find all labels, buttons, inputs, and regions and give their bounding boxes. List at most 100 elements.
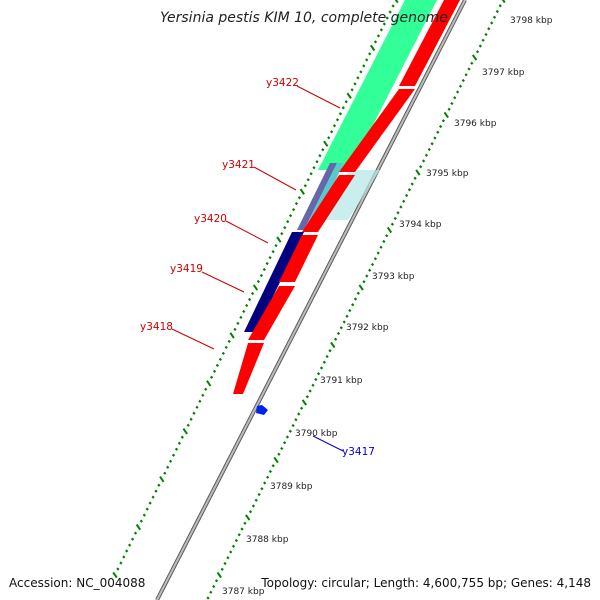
scale-tick [495, 9, 499, 14]
scale-tick [461, 78, 465, 83]
scale-tick [182, 428, 188, 435]
scale-tick [234, 538, 239, 543]
scale-tick [338, 112, 343, 116]
scale-tick [438, 124, 443, 129]
scale-tick [233, 327, 237, 332]
scale-tick [341, 106, 345, 110]
scale-tick [301, 399, 308, 406]
scale-tick [133, 531, 138, 535]
scale-tick [369, 44, 376, 52]
scale-label: 3792 kbp [346, 323, 389, 333]
scale-tick [180, 435, 184, 439]
scale-tick [492, 15, 497, 19]
scale-tick [297, 412, 301, 416]
scale-tick [385, 16, 389, 20]
scale-tick [268, 469, 273, 474]
scale-tick [226, 556, 230, 560]
scale-tick [318, 154, 322, 158]
scale-tick [362, 64, 366, 68]
scale-tick [335, 118, 340, 122]
scale-tick [379, 28, 384, 32]
scale-tick [336, 331, 341, 336]
scale-tick [262, 267, 266, 272]
scale-tick [316, 372, 321, 376]
scale-tick [356, 291, 360, 295]
scale-tick [321, 148, 325, 152]
scale-tick [127, 543, 132, 547]
scale-tick [192, 411, 196, 415]
scale-tick [358, 284, 364, 291]
scale-tick [148, 501, 152, 505]
scale-tick [368, 268, 372, 272]
scale-tick [212, 369, 217, 374]
scale-tick [214, 579, 219, 583]
scale-tick [467, 67, 471, 71]
scale-tick [291, 423, 295, 428]
scale-tick [501, 0, 506, 4]
scale-tick [325, 354, 329, 359]
reverse-gene-marker[interactable] [256, 405, 268, 415]
scale-tick [242, 309, 246, 314]
scale-tick [382, 239, 386, 244]
scale-tick [379, 245, 383, 249]
scale-tick [277, 452, 281, 456]
forward-gene-segments[interactable] [233, 0, 460, 394]
scale-labels: 3798 kbp 3797 kbp 3796 kbp 3795 kbp 3794… [222, 16, 553, 597]
scale-tick [345, 314, 349, 318]
scale-tick [240, 527, 244, 531]
scale-label: 3795 kbp [426, 169, 469, 179]
scale-tick [112, 571, 118, 579]
scale-tick [256, 279, 261, 284]
scale-tick [350, 88, 354, 92]
scale-tick [303, 184, 307, 188]
scale-tick [265, 261, 269, 266]
scale-tick [116, 567, 120, 571]
scale-tick [245, 303, 249, 308]
gene-label-y3422: y3422 [266, 77, 299, 89]
scale-tick [309, 172, 313, 176]
scale-tick [478, 44, 482, 48]
reverse-gene-bars[interactable] [244, 163, 344, 332]
scale-tick [443, 111, 449, 119]
scale-tick [471, 54, 478, 61]
scale-tick [475, 50, 480, 54]
scale-tick [339, 326, 343, 330]
genome-title: Yersinia pestis KIM 10, complete genome [160, 10, 448, 26]
scale-tick [391, 4, 395, 8]
scale-tick [198, 399, 202, 403]
scale-tick [151, 495, 155, 499]
gene-label-y3417: y3417 [342, 446, 375, 458]
scale-tick [268, 255, 272, 260]
scale-tick [376, 34, 381, 38]
scale-tick [286, 219, 290, 224]
inner-tick-ring [112, 0, 399, 579]
scale-label: 3796 kbp [454, 119, 497, 129]
scale-label: 3789 kbp [270, 482, 313, 492]
scale-tick [373, 40, 378, 44]
scale-tick [330, 341, 336, 349]
scale-tick [376, 251, 380, 255]
scale-tick [157, 483, 161, 487]
scale-tick [447, 107, 451, 111]
scale-tick [319, 366, 324, 370]
scale-tick [299, 188, 305, 195]
scale-tick [159, 476, 165, 483]
scale-tick [166, 465, 170, 469]
scale-tick [273, 456, 279, 464]
scale-tick [419, 165, 423, 169]
scale-tick [453, 96, 457, 100]
scale-label: 3794 kbp [399, 220, 442, 230]
scale-tick [386, 226, 393, 234]
scale-tick [163, 471, 167, 475]
scale-tick [288, 429, 292, 433]
scale-tick [280, 231, 284, 236]
scale-tick [236, 321, 240, 326]
scale-tick [142, 513, 146, 517]
scale-tick [455, 90, 460, 94]
scale-tick [297, 196, 302, 200]
scale-tick [224, 345, 228, 350]
scale-tick [393, 216, 397, 221]
scale-tick [430, 142, 434, 146]
scale-tick [177, 441, 182, 445]
